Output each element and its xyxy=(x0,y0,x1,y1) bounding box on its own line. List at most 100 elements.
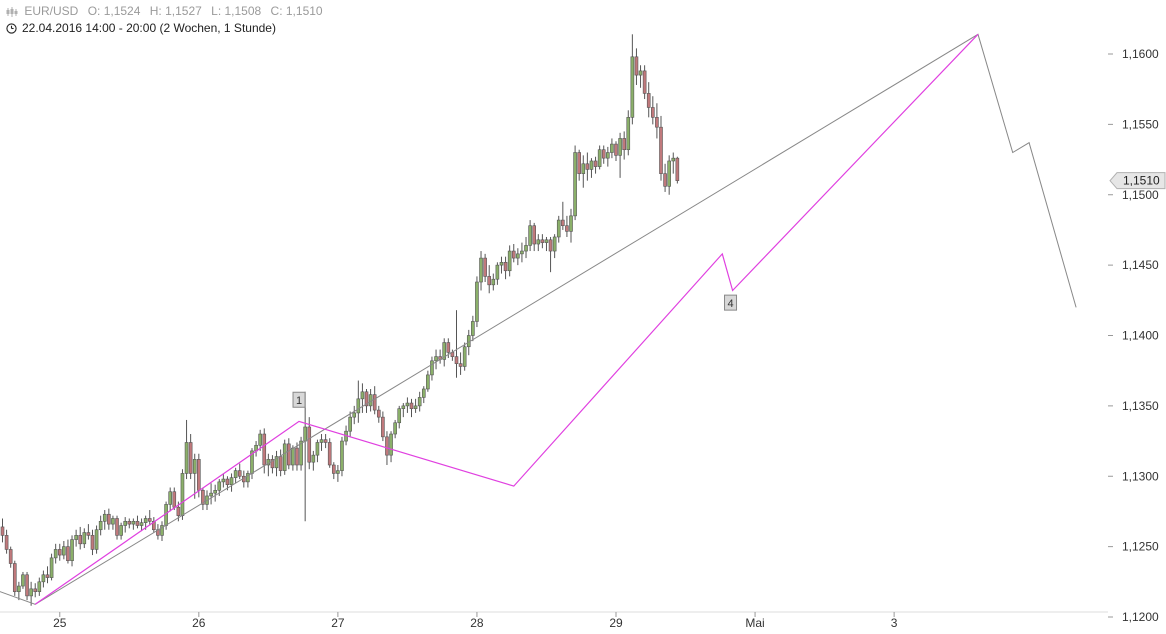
candle xyxy=(487,265,492,294)
wave-label-text: 4 xyxy=(727,298,733,310)
wave-label: 4 xyxy=(724,294,738,311)
candle-body xyxy=(246,473,250,483)
candle xyxy=(115,515,119,540)
y-tick-label: 1,1200 xyxy=(1122,610,1159,624)
candle xyxy=(331,462,336,480)
candle xyxy=(57,543,62,561)
candle xyxy=(573,145,577,221)
candle-body xyxy=(614,143,618,156)
candle xyxy=(70,535,74,567)
wave-label: 1 xyxy=(292,391,306,408)
candle xyxy=(233,467,238,484)
candle xyxy=(454,310,459,378)
candle-body xyxy=(201,490,205,505)
candle-body xyxy=(593,160,598,167)
candle xyxy=(532,222,537,252)
candle-body xyxy=(147,518,152,522)
high-value: H: 1,1527 xyxy=(149,4,202,18)
candle-body xyxy=(475,281,479,322)
candle xyxy=(156,524,160,540)
candle xyxy=(303,391,307,522)
candle-body xyxy=(642,70,647,94)
candle xyxy=(29,581,33,606)
y-tick-label: 1,1300 xyxy=(1122,469,1159,483)
candle xyxy=(413,398,418,413)
wave-label-text: 1 xyxy=(296,395,302,407)
candle-body xyxy=(360,391,365,400)
candle-body xyxy=(372,394,377,411)
candle-body xyxy=(319,439,324,443)
y-tick-label: 1,1400 xyxy=(1122,329,1159,343)
candle-body xyxy=(17,585,21,592)
candle xyxy=(270,455,275,474)
candle-body xyxy=(160,525,164,536)
candle xyxy=(475,276,479,328)
candle-body xyxy=(601,149,606,159)
candle-body xyxy=(340,440,344,471)
candle-body xyxy=(172,491,177,508)
candle xyxy=(17,581,21,601)
candle xyxy=(516,248,520,266)
candle-body xyxy=(135,520,140,526)
candle-body xyxy=(479,257,483,283)
candle xyxy=(536,234,541,252)
candle xyxy=(458,352,463,375)
candle xyxy=(622,131,626,160)
candle-body xyxy=(597,149,602,167)
candle xyxy=(483,253,487,283)
candle xyxy=(94,525,99,554)
candle-body xyxy=(21,574,25,587)
candle xyxy=(479,251,483,291)
candle-body xyxy=(217,481,222,491)
candle-body xyxy=(499,262,504,266)
gray-trendline xyxy=(0,33,1077,605)
candle xyxy=(544,236,549,252)
candle-body xyxy=(454,356,459,364)
candle-body xyxy=(41,574,46,583)
candle xyxy=(646,82,651,118)
candle-body xyxy=(667,160,671,187)
candle-body xyxy=(442,342,447,360)
y-tick-label: 1,1500 xyxy=(1122,188,1159,202)
candle-body xyxy=(94,529,99,550)
candle-body xyxy=(426,374,430,390)
candle-body xyxy=(610,143,614,153)
candle-body xyxy=(82,532,87,545)
candle-body xyxy=(548,239,553,252)
candle-body xyxy=(278,456,283,471)
candle-body xyxy=(446,342,451,353)
candle-body xyxy=(655,117,659,128)
candle xyxy=(364,388,369,413)
candle xyxy=(4,529,9,554)
candle xyxy=(540,234,545,249)
candle-body xyxy=(417,397,422,407)
candle xyxy=(98,515,103,536)
candle-body xyxy=(646,93,651,108)
candle-body xyxy=(127,520,132,525)
x-tick-label: 26 xyxy=(192,616,206,630)
candle-body xyxy=(139,522,144,526)
candle-body xyxy=(49,557,54,578)
candle-body xyxy=(503,262,508,272)
ohlc-header: EUR/USD O: 1,1524 H: 1,1527 L: 1,1508 C:… xyxy=(6,4,329,18)
candle-body xyxy=(651,107,655,118)
candle xyxy=(237,463,242,480)
candle-body xyxy=(569,215,573,232)
candle xyxy=(336,464,340,482)
candle xyxy=(442,338,447,367)
y-tick-label: 1,1550 xyxy=(1122,117,1159,131)
candle-body xyxy=(348,416,352,432)
y-tick-label: 1,1450 xyxy=(1122,258,1159,272)
open-value: O: 1,1524 xyxy=(87,4,141,18)
period-header: 22.04.2016 14:00 - 20:00 (2 Wochen, 1 St… xyxy=(6,21,276,35)
candle-body xyxy=(262,433,267,466)
candle-body xyxy=(516,253,520,259)
symbol-label: EUR/USD xyxy=(24,4,79,18)
candle xyxy=(495,262,500,285)
candle xyxy=(323,434,328,449)
candle-body xyxy=(352,412,357,418)
candle-body xyxy=(536,239,541,245)
candle xyxy=(66,539,70,564)
candle-body xyxy=(405,402,410,407)
